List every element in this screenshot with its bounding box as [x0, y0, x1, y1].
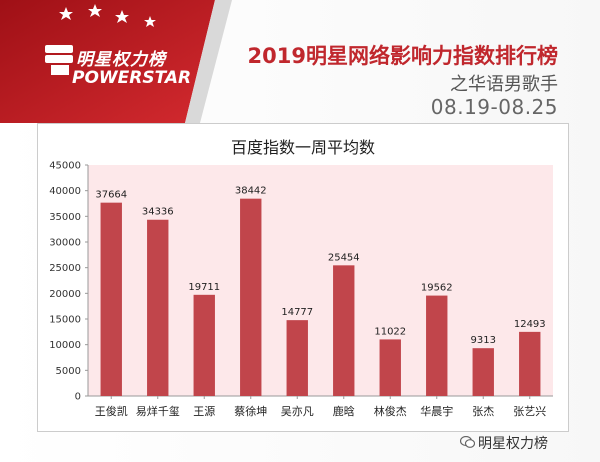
data-label: 14777	[281, 307, 313, 318]
fist-logo-icon	[45, 45, 73, 75]
ranking-title: 2019明星网络影响力指数排行榜	[247, 44, 558, 68]
data-label: 11022	[374, 326, 406, 337]
watermark-text: 明星权力榜	[478, 436, 548, 452]
ranking-subtitle: 之华语男歌手	[450, 74, 558, 95]
bar	[426, 295, 448, 396]
category-label: 王源	[193, 404, 215, 418]
bar	[286, 320, 308, 396]
category-label: 张杰	[472, 405, 494, 418]
category-label: 鹿晗	[333, 404, 355, 418]
category-label: 林俊杰	[374, 404, 407, 418]
bar	[379, 339, 401, 396]
category-label: 吴亦凡	[281, 404, 314, 418]
logo-english: POWERSTAR	[72, 68, 191, 88]
data-label: 25454	[328, 252, 360, 263]
data-label: 38442	[235, 186, 267, 197]
data-label: 19562	[421, 283, 453, 294]
data-label: 34336	[142, 207, 174, 218]
logo-chinese: 明星权力榜	[76, 50, 166, 70]
y-tick-label: 45000	[49, 161, 81, 172]
logo-backdrop	[0, 0, 215, 123]
y-tick-label: 10000	[49, 340, 81, 351]
bar	[519, 331, 541, 396]
bar	[100, 202, 122, 396]
bar	[333, 265, 355, 396]
y-tick-label: 40000	[49, 186, 81, 197]
logo-english-initial: P	[72, 68, 85, 88]
data-label: 12493	[514, 319, 546, 330]
data-label: 19711	[188, 282, 220, 293]
y-tick-label: 25000	[49, 263, 81, 274]
category-label: 王俊凯	[95, 404, 128, 418]
y-tick-label: 15000	[49, 315, 81, 326]
category-label: 华晨宇	[420, 404, 453, 418]
wechat-icon	[460, 436, 475, 448]
y-tick-label: 5000	[56, 366, 81, 377]
bar	[193, 294, 215, 396]
chart-title: 百度指数一周平均数	[230, 138, 375, 157]
date-range: 08.19-08.25	[430, 95, 558, 119]
y-tick-label: 20000	[49, 289, 81, 300]
bar	[472, 348, 494, 396]
bar-chart: 0 5000 10000 15000 20000 25000 30000 35000 40000…	[49, 161, 553, 418]
y-tick-label: 35000	[49, 212, 81, 223]
data-label: 37664	[95, 190, 127, 201]
stars-decoration	[59, 4, 156, 27]
chart-card: 百度指数一周平均数 0 5000 10000 15000 20000 25000 30000…	[37, 123, 569, 432]
logo-english-rest: OWERSTAR	[84, 68, 192, 88]
data-label: 9313	[471, 335, 496, 346]
bar	[240, 198, 262, 396]
y-tick-label: 0	[75, 392, 81, 403]
bar	[147, 219, 169, 396]
category-label: 易烊千玺	[136, 404, 180, 418]
y-tick-label: 30000	[49, 238, 81, 249]
category-label: 蔡徐坤	[234, 404, 267, 418]
category-label: 张艺兴	[513, 405, 546, 418]
